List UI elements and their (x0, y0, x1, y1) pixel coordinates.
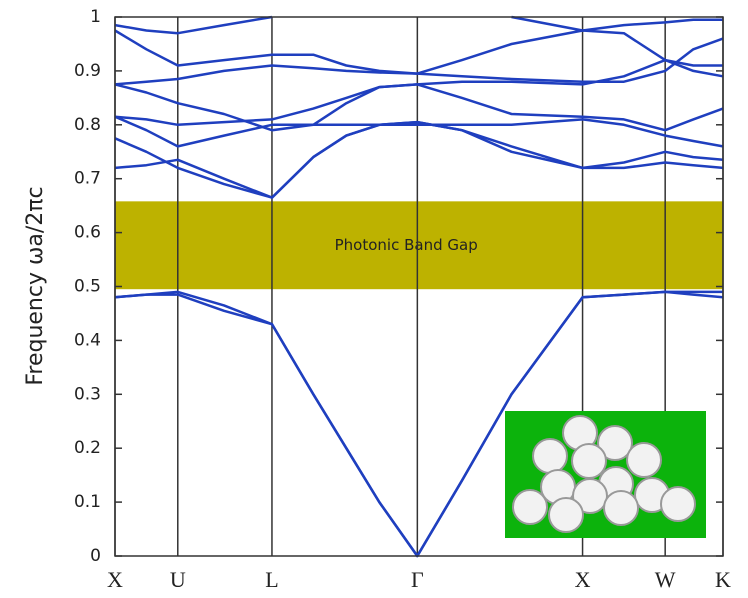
y-tick-label: 0.3 (74, 384, 101, 404)
y-tick-label: 0.6 (74, 223, 101, 243)
y-tick-label: 0.7 (74, 169, 101, 189)
y-tick-label: 0.5 (74, 277, 101, 297)
x-tick-label: Γ (411, 567, 424, 592)
sphere (627, 443, 661, 477)
inset-image (505, 411, 706, 538)
band-line (115, 17, 723, 33)
x-tick-label: K (715, 567, 731, 592)
sphere (661, 487, 695, 521)
x-tick-label: X (107, 567, 123, 592)
x-tick-label: X (575, 567, 591, 592)
x-tick-label: U (170, 567, 186, 592)
x-tick-label: L (265, 567, 278, 592)
y-tick-label: 0.1 (74, 492, 101, 512)
band-line (115, 31, 723, 85)
y-tick-label: 0.9 (74, 61, 101, 81)
y-axis-label: Frequency ωa/2πc (23, 186, 48, 385)
y-tick-label: 0.2 (74, 438, 101, 458)
band-line (115, 60, 723, 130)
y-tick-label: 1 (90, 7, 101, 27)
y-tick-label: 0 (90, 546, 101, 566)
y-tick-label: 0.4 (74, 330, 101, 350)
sphere (513, 490, 547, 524)
sphere (604, 491, 638, 525)
sphere (572, 444, 606, 478)
x-tick-label: W (655, 567, 676, 592)
y-tick-label: 0.8 (74, 115, 101, 135)
sphere (549, 498, 583, 532)
chart: Frequency ωa/2πc Photonic Band Gap 0 0.1 0… (0, 0, 748, 598)
band-line (115, 122, 723, 198)
band-gap-label: Photonic Band Gap (335, 236, 478, 254)
sphere (533, 439, 567, 473)
